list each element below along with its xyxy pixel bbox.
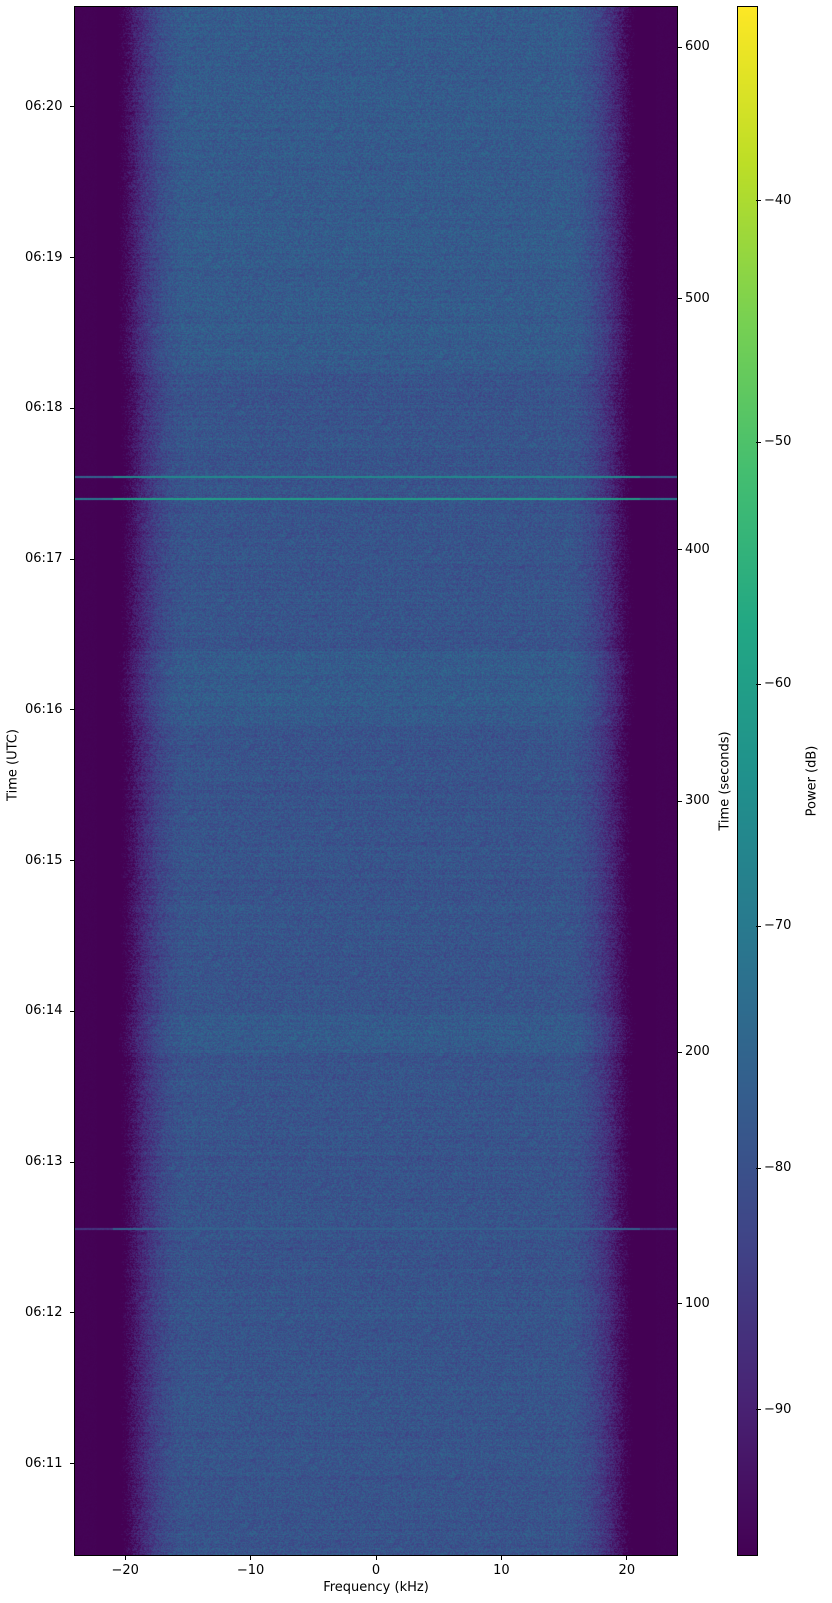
y-left-tick-label: 06:12 (25, 1304, 63, 1320)
colorbar-tick-label: −40 (764, 192, 792, 208)
y-left-tick-label: 06:15 (25, 852, 63, 868)
x-tick-label: 0 (371, 1563, 381, 1578)
colorbar-tick-label: −60 (764, 676, 792, 692)
colorbar-tick-mark (756, 1167, 761, 1169)
y-left-tick-mark (70, 709, 75, 711)
colorbar (737, 6, 758, 1556)
colorbar-tick-mark (756, 683, 761, 685)
y-left-tick-label: 06:13 (25, 1154, 63, 1170)
spectrogram-image (75, 7, 677, 1555)
y-left-tick-label: 06:17 (25, 551, 63, 567)
y-left-tick-mark (70, 1463, 75, 1465)
y-right-tick-mark (677, 549, 682, 551)
x-tick-mark (375, 1555, 377, 1560)
colorbar-tick-mark (756, 1409, 761, 1411)
y-right-tick-label: 200 (685, 1044, 710, 1060)
colorbar-frame (737, 6, 758, 1556)
x-tick-label: 20 (618, 1563, 636, 1578)
x-tick-mark (500, 1555, 502, 1560)
y-left-tick-mark (70, 407, 75, 409)
spectrogram-plot (74, 6, 678, 1556)
y-right-tick-mark (677, 298, 682, 299)
x-tick-label: −20 (111, 1563, 139, 1578)
y-axis-left-label: Time (UTC) (5, 729, 21, 801)
colorbar-label: Power (dB) (804, 745, 820, 817)
y-right-tick-mark (677, 1051, 682, 1053)
x-tick-label: 10 (493, 1563, 510, 1578)
y-left-tick-mark (70, 1312, 75, 1314)
colorbar-tick-label: −50 (764, 434, 792, 450)
y-right-tick-label: 600 (685, 39, 710, 55)
colorbar-tick-label: −80 (764, 1160, 792, 1175)
y-axis-right-label: Time (seconds) (717, 731, 733, 831)
y-left-tick-label: 06:14 (25, 1003, 63, 1019)
y-right-tick-mark (677, 1303, 682, 1305)
y-left-tick-mark (70, 860, 75, 862)
colorbar-gradient (738, 7, 757, 1555)
y-right-tick-label: 100 (685, 1295, 710, 1311)
y-left-tick-mark (70, 558, 75, 560)
y-left-tick-mark (70, 106, 75, 108)
y-left-tick-label: 06:18 (25, 400, 63, 416)
x-axis-label: Frequency (kHz) (323, 1580, 429, 1595)
colorbar-tick-mark (756, 925, 761, 927)
x-tick-mark (250, 1555, 252, 1560)
y-left-tick-label: 06:20 (25, 98, 63, 114)
y-right-tick-mark (677, 46, 682, 48)
y-left-tick-label: 06:19 (25, 249, 63, 265)
y-right-tick-label: 500 (685, 290, 710, 306)
y-left-tick-mark (70, 1010, 75, 1012)
x-tick-mark (124, 1555, 126, 1560)
y-right-tick-label: 300 (685, 793, 710, 809)
colorbar-tick-label: −70 (764, 918, 792, 934)
y-right-tick-mark (677, 800, 682, 802)
y-left-tick-mark (70, 257, 75, 259)
y-left-tick-mark (70, 1161, 75, 1163)
colorbar-tick-label: −90 (764, 1401, 792, 1417)
x-tick-label: −10 (236, 1563, 265, 1578)
y-left-tick-label: 06:11 (25, 1455, 63, 1471)
y-right-tick-label: 400 (685, 541, 710, 557)
y-left-tick-label: 06:16 (25, 701, 63, 717)
colorbar-tick-mark (756, 441, 761, 443)
x-tick-mark (626, 1555, 628, 1560)
colorbar-tick-mark (756, 200, 761, 201)
